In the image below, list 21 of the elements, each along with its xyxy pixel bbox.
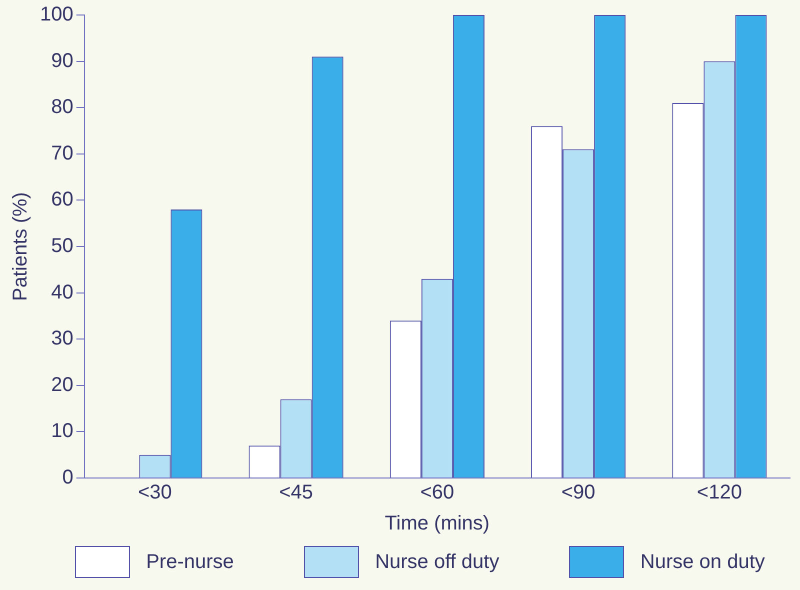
x-axis-title: Time (mins) bbox=[384, 512, 490, 535]
y-axis-title: Patients (%) bbox=[10, 192, 32, 301]
y-tick-label: 70 bbox=[51, 142, 74, 164]
legend-label: Nurse on duty bbox=[640, 550, 765, 574]
y-tick-label: 30 bbox=[51, 328, 74, 350]
y-tick-label: 90 bbox=[51, 50, 74, 72]
legend-label: Nurse off duty bbox=[375, 550, 500, 574]
x-tick-label: <45 bbox=[279, 482, 314, 504]
x-tick-label: <60 bbox=[420, 482, 454, 504]
legend-label: Pre-nurse bbox=[146, 550, 234, 574]
y-tick-label: 10 bbox=[51, 420, 74, 442]
x-tick-label: <90 bbox=[561, 482, 596, 504]
x-tick-label: <120 bbox=[696, 482, 742, 504]
y-tick-label: 40 bbox=[51, 281, 74, 304]
y-tick-label: 20 bbox=[51, 374, 74, 396]
x-tick-label: <30 bbox=[138, 482, 172, 504]
y-tick-label: 60 bbox=[51, 188, 74, 211]
y-tick-label: 50 bbox=[51, 235, 74, 258]
y-tick-label: 80 bbox=[51, 96, 74, 118]
y-tick-label: 100 bbox=[40, 4, 74, 26]
y-tick-label: 0 bbox=[62, 466, 74, 489]
